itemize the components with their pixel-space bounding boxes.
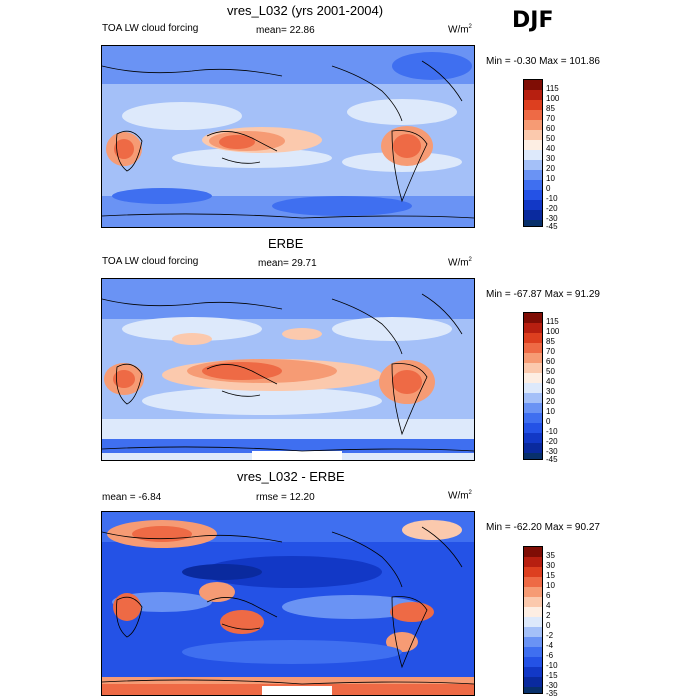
panel2-map: [101, 278, 475, 461]
panel3-map: [101, 511, 475, 696]
panel2-map-svg: [102, 279, 474, 460]
panel3-rmse: rmse = 12.20: [256, 492, 315, 503]
panel2-level: 50: [546, 367, 555, 376]
panel2-level: 115: [546, 317, 559, 326]
panel2-level: 60: [546, 357, 555, 366]
panel3-level: 4: [546, 601, 551, 610]
panel2-level: -20: [546, 437, 558, 446]
panel1-colorbar: [523, 79, 543, 227]
panel1-level: 50: [546, 134, 555, 143]
panel3-level: -2: [546, 631, 554, 640]
panel3-colorbar: [523, 546, 543, 694]
panel2-level: -45: [546, 455, 558, 464]
panel3-level: -6: [546, 651, 554, 660]
panel3-map-svg: [102, 512, 474, 695]
panel2-colorbar: [523, 312, 543, 460]
panel2-level: 70: [546, 347, 555, 356]
panel1-level: 115: [546, 84, 559, 93]
panel1-level: 85: [546, 104, 555, 113]
panel1-map-svg: [102, 46, 474, 227]
panel1-field-label: TOA LW cloud forcing: [102, 23, 199, 34]
panel1-level: 70: [546, 114, 555, 123]
panel3-level: 10: [546, 581, 555, 590]
panel1-level: -10: [546, 194, 558, 203]
panel1-level: 60: [546, 124, 555, 133]
panel2-units: W/m2: [448, 257, 472, 269]
panel3-level: -10: [546, 661, 558, 670]
panel2-level: 40: [546, 377, 555, 386]
panel3-level: -4: [546, 641, 554, 650]
panel2-title: ERBE: [268, 236, 304, 251]
panel1-map: [101, 45, 475, 228]
panel2-level: 10: [546, 407, 555, 416]
panel3-level: 6: [546, 591, 551, 600]
panel2-level: -10: [546, 427, 558, 436]
panel1-title: vres_L032 (yrs 2001-2004): [227, 3, 384, 18]
panel2-mean: mean= 29.71: [258, 258, 317, 269]
panel2-level: 85: [546, 337, 555, 346]
panel3-level: 2: [546, 611, 551, 620]
panel2-level: 30: [546, 387, 555, 396]
panel3-title: vres_L032 - ERBE: [237, 469, 345, 484]
panel3-mean: mean = -6.84: [102, 492, 162, 503]
panel2-level: 100: [546, 327, 560, 336]
panel1-level: 30: [546, 154, 555, 163]
panel3-level: -15: [546, 671, 558, 680]
panel1-level: 20: [546, 164, 555, 173]
panel1-level: -20: [546, 204, 558, 213]
panel1-minmax: Min = -0.30 Max = 101.86: [486, 56, 600, 67]
panel2-level: 20: [546, 397, 555, 406]
panel1-level: 40: [546, 144, 555, 153]
panel3-units: W/m2: [448, 490, 472, 502]
panel1-level: 100: [546, 94, 560, 103]
season-label: DJF: [512, 8, 554, 33]
panel2-level: 0: [546, 417, 551, 426]
panel1-mean: mean= 22.86: [256, 25, 315, 36]
panel3-level: 30: [546, 561, 555, 570]
panel3-level: -30: [546, 681, 558, 690]
panel2-level: -30: [546, 447, 558, 456]
panel1-level: 0: [546, 184, 551, 193]
panel2-minmax: Min = -67.87 Max = 91.29: [486, 289, 600, 300]
panel1-level: 10: [546, 174, 555, 183]
panel1-level: -30: [546, 214, 558, 223]
panel3-minmax: Min = -62.20 Max = 90.27: [486, 522, 600, 533]
panel3-level: 15: [546, 571, 555, 580]
panel3-level: -35: [546, 689, 558, 698]
panel3-level: 35: [546, 551, 555, 560]
panel1-level: -45: [546, 222, 558, 231]
panel3-level: 0: [546, 621, 551, 630]
panel1-units: W/m2: [448, 24, 472, 36]
panel2-field-label: TOA LW cloud forcing: [102, 256, 199, 267]
